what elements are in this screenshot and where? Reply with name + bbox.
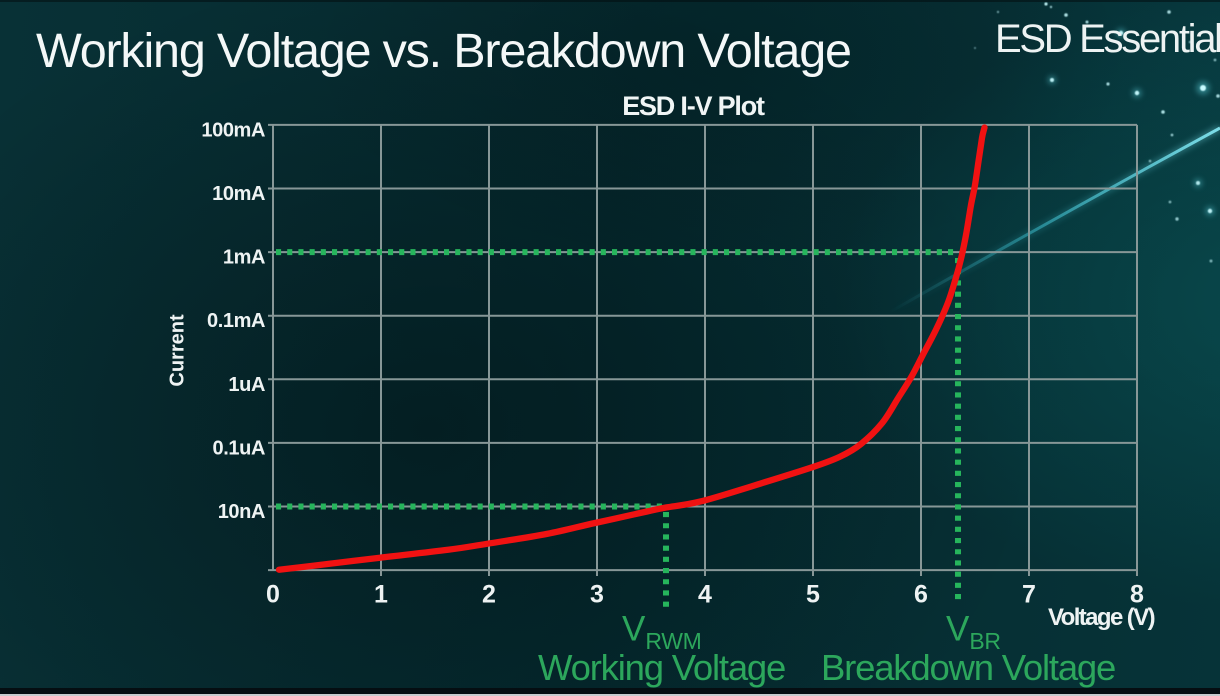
svg-text:Breakdown Voltage: Breakdown Voltage	[821, 647, 1115, 688]
svg-text:ESD I-V Plot: ESD I-V Plot	[622, 91, 765, 121]
svg-text:ESD Essentials: ESD Essentials	[995, 17, 1220, 61]
svg-text:1mA: 1mA	[223, 247, 265, 269]
svg-text:0.1mA: 0.1mA	[207, 310, 265, 332]
svg-text:7: 7	[1022, 581, 1036, 609]
svg-text:100mA: 100mA	[201, 119, 265, 141]
svg-text:10nA: 10nA	[218, 501, 265, 523]
svg-text:3: 3	[590, 581, 604, 609]
svg-text:0.1uA: 0.1uA	[213, 437, 265, 459]
svg-text:2: 2	[482, 581, 496, 609]
svg-text:0: 0	[266, 581, 280, 609]
svg-text:Working Voltage: Working Voltage	[538, 647, 785, 688]
svg-text:Working Voltage vs. Breakdown: Working Voltage vs. Breakdown Voltage	[36, 24, 851, 78]
svg-text:6: 6	[914, 581, 928, 609]
svg-text:10mA: 10mA	[212, 183, 265, 205]
svg-text:5: 5	[806, 581, 820, 609]
svg-text:1uA: 1uA	[228, 374, 265, 396]
svg-text:Voltage (V): Voltage (V)	[1048, 604, 1155, 631]
svg-text:4: 4	[698, 581, 712, 609]
svg-text:8: 8	[1130, 581, 1144, 609]
svg-text:1: 1	[374, 581, 388, 609]
svg-text:Current: Current	[167, 314, 189, 387]
